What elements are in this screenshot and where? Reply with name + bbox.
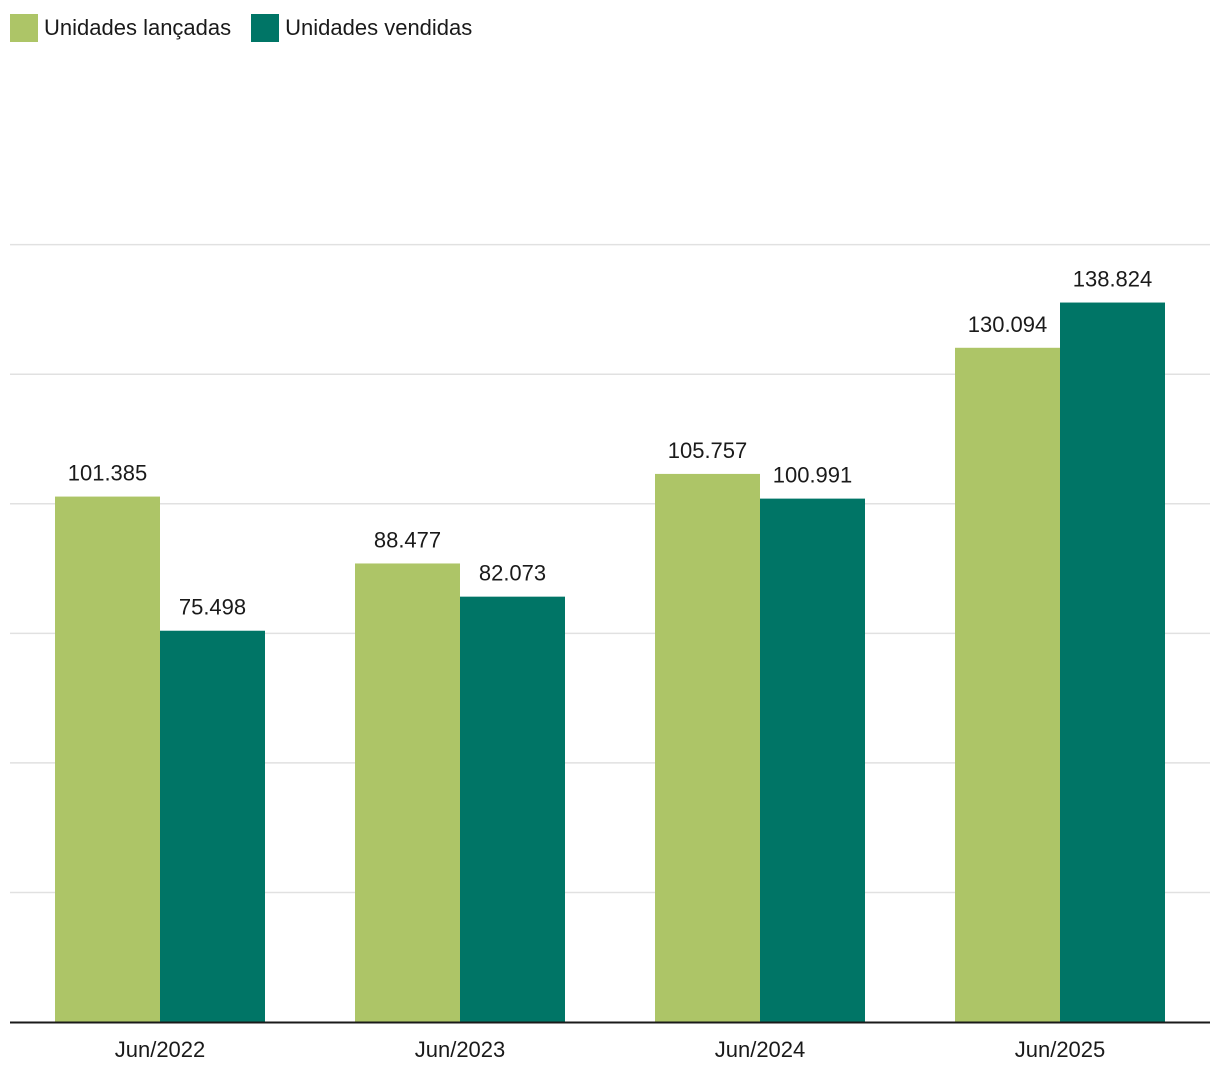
bar-lancadas-2 (655, 473, 760, 1023)
legend-label-lancadas: Unidades lançadas (44, 15, 232, 40)
data-label-vendidas-2: 100.991 (773, 463, 853, 488)
bar-lancadas-1 (355, 563, 460, 1022)
data-label-vendidas-0: 75.498 (179, 595, 246, 620)
data-label-vendidas-3: 138.824 (1073, 267, 1153, 292)
bars (55, 302, 1165, 1023)
legend-item-lancadas: Unidades lançadas (10, 14, 231, 42)
data-label-vendidas-1: 82.073 (479, 561, 546, 586)
bar-vendidas-0 (160, 630, 265, 1022)
bar-vendidas-1 (460, 596, 565, 1022)
chart-legend: Unidades lançadas Unidades vendidas (10, 13, 492, 43)
x-tick-label: Jun/2024 (715, 1037, 806, 1062)
data-label-lancadas-0: 101.385 (68, 461, 148, 486)
bar-lancadas-3 (955, 347, 1060, 1022)
legend-swatch-vendidas (251, 14, 280, 42)
legend-label-vendidas: Unidades vendidas (285, 15, 473, 40)
bar-lancadas-0 (55, 496, 160, 1022)
bar-vendidas-2 (760, 498, 865, 1022)
legend-item-vendidas: Unidades vendidas (251, 14, 472, 42)
bar-vendidas-3 (1060, 302, 1165, 1022)
x-tick-labels: Jun/2022 Jun/2023 Jun/2024 Jun/2025 (115, 1037, 1106, 1062)
value-labels: 101.385 75.498 88.477 82.073 105.757 100.991 1… (68, 267, 1153, 620)
data-label-lancadas-2: 105.757 (668, 438, 748, 463)
x-tick-label: Jun/2022 (115, 1037, 206, 1062)
data-label-lancadas-3: 130.094 (968, 312, 1048, 337)
x-tick-label: Jun/2023 (415, 1037, 506, 1062)
data-label-lancadas-1: 88.477 (374, 527, 441, 552)
legend-swatch-lancadas (10, 14, 38, 42)
x-tick-label: Jun/2025 (1015, 1037, 1106, 1062)
